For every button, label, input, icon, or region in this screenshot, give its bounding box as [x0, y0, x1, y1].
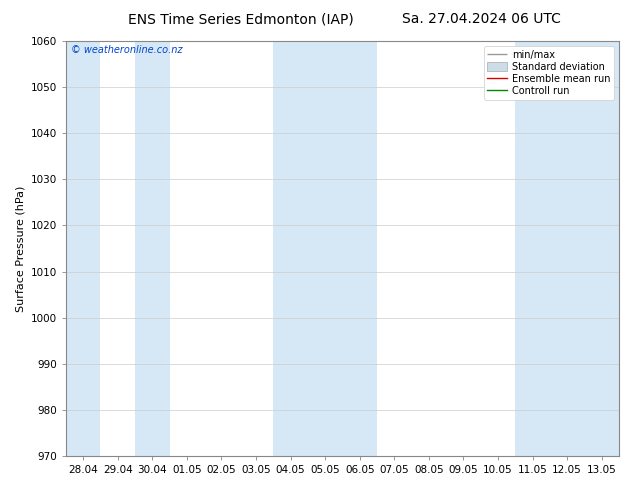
Bar	[342, 41, 377, 456]
Bar	[135, 41, 169, 456]
Text: ENS Time Series Edmonton (IAP): ENS Time Series Edmonton (IAP)	[128, 12, 354, 26]
Bar	[515, 41, 550, 456]
Bar	[308, 41, 342, 456]
Legend: min/max, Standard deviation, Ensemble mean run, Controll run: min/max, Standard deviation, Ensemble me…	[484, 46, 614, 99]
Bar	[66, 41, 100, 456]
Text: Sa. 27.04.2024 06 UTC: Sa. 27.04.2024 06 UTC	[403, 12, 561, 26]
Text: © weatheronline.co.nz: © weatheronline.co.nz	[72, 45, 183, 55]
Bar	[585, 41, 619, 456]
Y-axis label: Surface Pressure (hPa): Surface Pressure (hPa)	[15, 185, 25, 312]
Bar	[550, 41, 585, 456]
Bar	[273, 41, 308, 456]
